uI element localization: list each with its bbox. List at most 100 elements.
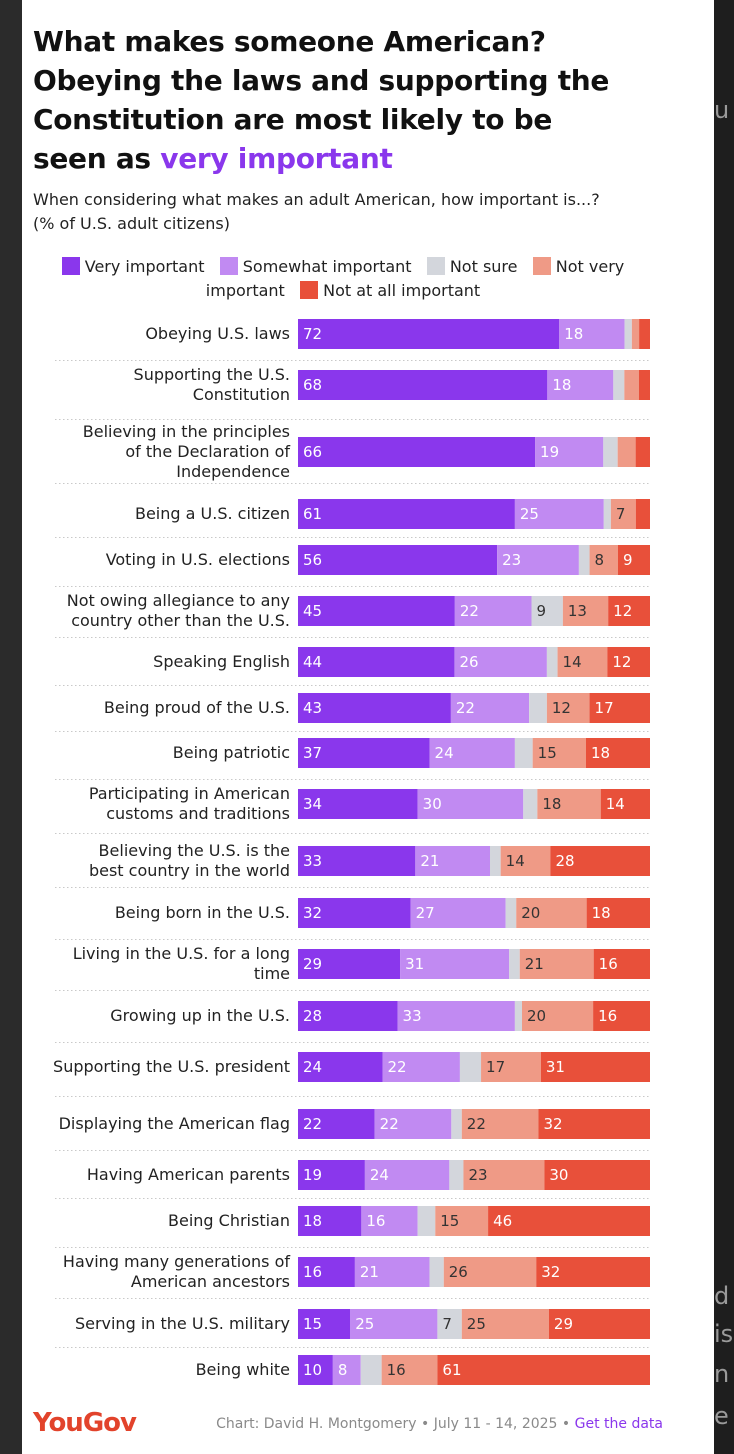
category-label-line: Supporting the U.S. president bbox=[53, 1057, 290, 1076]
bar-segment-not-at-all bbox=[607, 647, 650, 677]
bar-segment-not-sure bbox=[603, 437, 618, 467]
value-label-very: 56 bbox=[303, 551, 322, 569]
bar-segment-very bbox=[298, 370, 548, 400]
bar-segment-not-sure bbox=[417, 1206, 436, 1236]
value-label-not-very: 15 bbox=[538, 744, 557, 762]
category-label-line: Being a U.S. citizen bbox=[135, 504, 290, 523]
title-line-4-prefix: seen as bbox=[33, 142, 161, 175]
bar-segment-very bbox=[298, 789, 418, 819]
bar-segment-somewhat bbox=[397, 1001, 515, 1031]
value-label-somewhat: 8 bbox=[338, 1361, 348, 1379]
value-label-somewhat: 22 bbox=[380, 1115, 399, 1133]
get-the-data-link[interactable]: Get the data bbox=[574, 1416, 663, 1432]
category-label-line: Not owing allegiance to any bbox=[67, 591, 290, 610]
bar-segment-not-sure bbox=[360, 1355, 382, 1385]
legend-item-very: Very important bbox=[61, 257, 204, 276]
bar-segment-very bbox=[298, 949, 401, 979]
value-label-somewhat: 21 bbox=[420, 852, 439, 870]
value-label-very: 19 bbox=[303, 1166, 322, 1184]
bar-segment-not-sure bbox=[459, 1052, 482, 1082]
category-label: Voting in U.S. elections bbox=[106, 550, 290, 569]
category-label-line: Having American parents bbox=[87, 1165, 290, 1184]
value-label-not-very: 17 bbox=[486, 1058, 505, 1076]
value-label-not-at-all: 17 bbox=[595, 699, 614, 717]
subtitle-line-2: (% of U.S. adult citizens) bbox=[33, 214, 230, 233]
value-label-somewhat: 19 bbox=[540, 443, 559, 461]
category-label-line: Speaking English bbox=[153, 652, 290, 671]
value-label-very: 43 bbox=[303, 699, 322, 717]
value-label-not-at-all: 12 bbox=[612, 653, 631, 671]
chart-title: What makes someone American? Obeying the… bbox=[33, 22, 653, 178]
value-label-not-very: 12 bbox=[552, 699, 571, 717]
value-label-not-very: 8 bbox=[595, 551, 605, 569]
bar-segment-very bbox=[298, 898, 411, 928]
bar-segment-not-very bbox=[610, 499, 636, 529]
value-label-not-at-all: 12 bbox=[613, 602, 632, 620]
bar-segment-not-sure bbox=[546, 647, 558, 677]
value-label-very: 45 bbox=[303, 602, 322, 620]
value-label-somewhat: 33 bbox=[403, 1007, 422, 1025]
legend-label-not-at-all: Not at all important bbox=[323, 281, 481, 300]
value-label-not-very: 16 bbox=[387, 1361, 406, 1379]
bar-segment-not-at-all bbox=[550, 846, 650, 876]
bar-segment-very bbox=[298, 846, 416, 876]
legend-swatch-very bbox=[61, 257, 80, 275]
chart-legend: Very important Somewhat important Not su… bbox=[33, 255, 653, 303]
category-label-line: country other than the U.S. bbox=[71, 611, 290, 630]
category-label: Being a U.S. citizen bbox=[135, 504, 290, 523]
bar-segment-not-very bbox=[516, 898, 587, 928]
value-label-somewhat: 22 bbox=[456, 699, 475, 717]
value-label-very: 28 bbox=[303, 1007, 322, 1025]
category-label: Speaking English bbox=[153, 652, 290, 671]
bar-segment-very bbox=[298, 1355, 333, 1385]
category-label: Living in the U.S. for a long time bbox=[73, 944, 290, 983]
edge-text-fragment: is bbox=[714, 1320, 734, 1348]
category-label-line: Having many generations of bbox=[63, 1252, 290, 1271]
value-label-very: 66 bbox=[303, 443, 322, 461]
category-label-line: Being white bbox=[196, 1360, 290, 1379]
bar-segment-not-very bbox=[519, 949, 594, 979]
bar-segment-not-very bbox=[500, 846, 551, 876]
bar-segment-not-sure bbox=[531, 596, 563, 626]
category-label-line: Supporting the U.S. bbox=[134, 365, 290, 384]
category-label-line: time bbox=[254, 964, 290, 983]
bar-segment-not-at-all bbox=[488, 1206, 650, 1236]
value-label-somewhat: 24 bbox=[370, 1166, 389, 1184]
category-label: Growing up in the U.S. bbox=[110, 1006, 290, 1025]
credit-text: Chart: David H. Montgomery • July 11 - 1… bbox=[216, 1416, 575, 1432]
value-label-somewhat: 18 bbox=[564, 325, 583, 343]
value-label-not-at-all: 29 bbox=[554, 1315, 573, 1333]
legend-swatch-not-very bbox=[532, 257, 551, 275]
bar-segment-very bbox=[298, 319, 560, 349]
category-label-line: Participating in American bbox=[89, 784, 290, 803]
legend-swatch-not-at-all bbox=[300, 281, 319, 299]
legend-label-not-very: Not very important bbox=[205, 257, 625, 300]
value-label-very: 22 bbox=[303, 1115, 322, 1133]
category-label: Not owing allegiance to any country other… bbox=[67, 591, 290, 630]
bar-segment-not-very bbox=[546, 693, 590, 723]
value-label-not-very: 14 bbox=[563, 653, 582, 671]
legend-label-not-sure: Not sure bbox=[449, 257, 518, 276]
value-label-somewhat: 30 bbox=[423, 795, 442, 813]
bar-segment-not-at-all bbox=[618, 545, 650, 575]
bar-segment-not-at-all bbox=[589, 693, 650, 723]
category-label: Participating in American customs and tra… bbox=[89, 784, 290, 823]
category-label-line: of the Declaration of bbox=[125, 442, 290, 461]
bar-segment-not-at-all bbox=[600, 789, 650, 819]
bar-segment-somewhat bbox=[559, 319, 625, 349]
bar-segment-not-sure bbox=[624, 319, 632, 349]
category-label-line: Being Christian bbox=[168, 1211, 290, 1230]
title-line-2: Obeying the laws and supporting the bbox=[33, 64, 610, 97]
bar-segment-very bbox=[298, 1160, 365, 1190]
value-label-somewhat: 22 bbox=[387, 1058, 406, 1076]
value-label-somewhat: 25 bbox=[520, 505, 539, 523]
category-label: Believing the U.S. is the best country in… bbox=[89, 841, 290, 880]
category-label-line: Voting in U.S. elections bbox=[106, 550, 290, 569]
bar-segment-not-at-all bbox=[586, 738, 650, 768]
value-label-somewhat: 23 bbox=[502, 551, 521, 569]
bar-segment-somewhat bbox=[415, 846, 490, 876]
bar-segment-somewhat bbox=[374, 1109, 452, 1139]
value-label-not-sure: 9 bbox=[537, 602, 547, 620]
bar-segment-not-at-all bbox=[540, 1052, 650, 1082]
